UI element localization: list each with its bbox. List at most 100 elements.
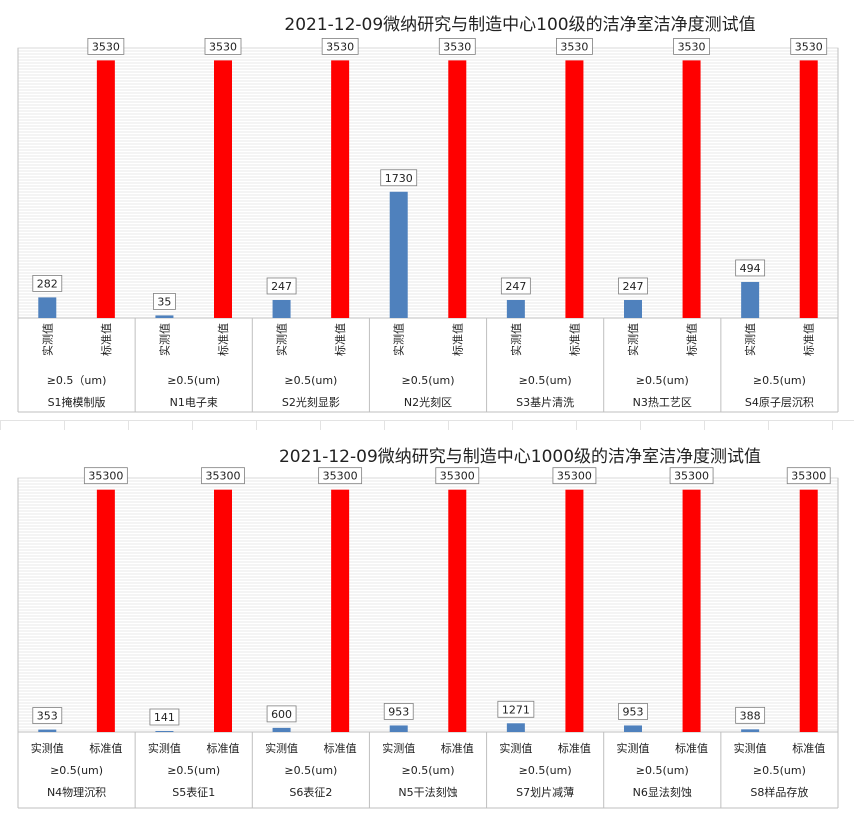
measured-bar <box>38 297 57 318</box>
data-label: 141 <box>154 711 175 724</box>
data-label: 353 <box>37 710 58 723</box>
standard-bar <box>331 489 350 732</box>
standard-bar <box>448 60 467 319</box>
location-label: S2光刻显影 <box>282 395 340 409</box>
data-label: 388 <box>740 709 761 722</box>
series-tick-label: 实测值 <box>148 741 181 755</box>
data-label-box <box>383 703 414 720</box>
data-label: 1730 <box>385 172 413 185</box>
particle-size-label: ≥0.5(um) <box>636 374 689 387</box>
data-label-box <box>32 707 63 724</box>
location-label: S7划片减薄 <box>516 785 574 799</box>
data-label-box <box>618 277 648 295</box>
measured-bar <box>272 299 291 318</box>
cleanroom-100-chart[interactable]: 2021-12-09微纳研究与制造中心100级的洁净室洁净度测试值 282 353… <box>0 0 854 420</box>
series-tick-label: 标准值 <box>207 741 240 755</box>
series-tick-label: 实测值 <box>382 741 415 755</box>
location-label: N3热工艺区 <box>633 396 692 409</box>
measured-bar <box>272 727 291 732</box>
measured-bar <box>38 729 57 732</box>
plot-area <box>17 477 839 733</box>
data-label-box <box>735 706 766 724</box>
standard-bar <box>565 60 584 319</box>
location-label: N4物理沉积 <box>47 785 106 799</box>
data-label-box <box>556 38 593 55</box>
series-tick-label: 实测值 <box>31 741 64 755</box>
series-tick-label: 标准值 <box>324 741 357 755</box>
measured-bar <box>506 723 525 732</box>
data-label-box <box>201 467 245 485</box>
data-label: 3530 <box>560 40 588 53</box>
data-label: 35300 <box>206 470 241 483</box>
data-label: 3530 <box>795 40 823 53</box>
data-label-box <box>497 700 535 718</box>
data-label-box <box>87 38 125 55</box>
series-tick-label: 标准值 <box>792 741 825 755</box>
standard-bar <box>682 489 701 732</box>
measured-bar <box>741 729 760 732</box>
standard-bar <box>682 60 701 319</box>
chart-title: 2021-12-09微纳研究与制造中心1000级的洁净室洁净度测试值 <box>278 447 762 467</box>
data-label: 953 <box>623 705 644 718</box>
measured-bar <box>506 299 525 318</box>
measured-bar <box>624 299 642 318</box>
series-tick-label: 标准值 <box>685 323 699 356</box>
location-label: S5表征1 <box>172 785 215 799</box>
particle-size-label: ≥0.5(um) <box>167 374 220 387</box>
data-label-box <box>32 275 63 292</box>
standard-bar <box>565 489 584 732</box>
data-label-box <box>435 467 480 485</box>
data-label: 3530 <box>326 40 354 53</box>
series-tick-label: 标准值 <box>802 323 816 356</box>
data-label-box <box>438 38 476 55</box>
data-label-box <box>735 259 766 277</box>
measured-bar <box>155 315 174 318</box>
data-label-box <box>153 293 176 310</box>
series-tick-label: 实测值 <box>509 323 523 356</box>
series-tick-label: 标准值 <box>558 741 591 755</box>
data-label: 247 <box>505 280 526 293</box>
particle-size-label: ≥0.5(um) <box>50 764 103 777</box>
data-label: 1271 <box>502 703 530 716</box>
particle-size-label: ≥0.5(um) <box>167 764 220 777</box>
data-label: 3530 <box>209 40 237 53</box>
data-label-box <box>790 38 828 55</box>
data-label-box <box>673 38 710 55</box>
data-label-box <box>500 277 531 295</box>
standard-bar <box>214 60 232 319</box>
data-label-box <box>83 467 128 485</box>
series-tick-label: 实测值 <box>626 323 640 356</box>
data-label: 35300 <box>791 470 826 483</box>
particle-size-label: ≥0.5(um) <box>284 374 337 387</box>
location-label: N2光刻区 <box>404 395 452 409</box>
measured-bar <box>624 725 642 732</box>
particle-size-label: ≥0.5(um) <box>753 374 806 387</box>
particle-size-label: ≥0.5(um) <box>519 764 572 777</box>
series-tick-label: 实测值 <box>275 323 289 356</box>
data-label: 282 <box>37 277 58 290</box>
series-tick-label: 实测值 <box>734 741 767 755</box>
data-label: 3530 <box>678 40 706 53</box>
location-label: N1电子束 <box>170 396 218 409</box>
series-tick-label: 实测值 <box>265 741 298 755</box>
location-label: S3基片清洗 <box>516 396 574 409</box>
data-label: 35300 <box>323 470 358 483</box>
series-tick-label: 标准值 <box>567 323 581 356</box>
cleanroom-1000-chart[interactable]: 2021-12-09微纳研究与制造中心1000级的洁净室洁净度测试值 353 35… <box>0 430 854 814</box>
chart-title: 2021-12-09微纳研究与制造中心100级的洁净室洁净度测试值 <box>284 15 756 35</box>
particle-size-label: ≥0.5(um) <box>402 764 455 777</box>
data-label-box <box>266 705 297 723</box>
data-label-box <box>618 703 648 720</box>
series-tick-label: 实测值 <box>392 323 406 356</box>
particle-size-label: ≥0.5(um) <box>284 764 337 777</box>
series-tick-label: 实测值 <box>157 323 171 356</box>
standard-bar <box>96 60 115 319</box>
measured-bar <box>389 725 408 732</box>
measured-bar <box>155 731 174 732</box>
series-tick-label: 标准值 <box>333 323 347 356</box>
data-label: 35300 <box>557 470 592 483</box>
series-tick-label: 实测值 <box>499 741 532 755</box>
location-label: N5干法刻蚀 <box>398 785 457 799</box>
series-tick-label: 标准值 <box>89 741 122 755</box>
measured-bar <box>741 281 760 318</box>
